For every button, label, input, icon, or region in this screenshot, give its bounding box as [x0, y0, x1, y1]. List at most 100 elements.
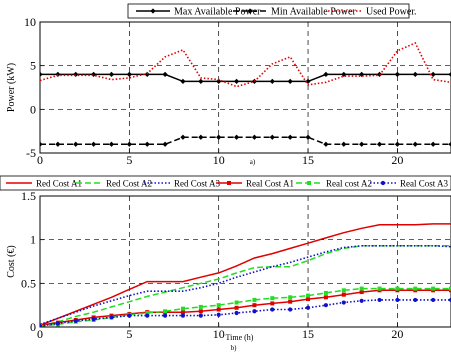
power-point-min-available-power — [341, 141, 347, 147]
cost-chart: 0 5 10 15 20 0 0.5 1 1.5 Cost (€) Time (h) b) Red Co… — [0, 175, 451, 352]
cost-point-real-cost-a1 — [306, 297, 311, 302]
power-point-max-available-power — [216, 78, 222, 84]
cost-point-real-cost-a2 — [145, 311, 150, 316]
cost-point-real-cost-a2 — [306, 293, 311, 298]
cost-point-real-cost-a1 — [323, 295, 328, 300]
cost-point-real-cost-a1 — [359, 290, 364, 295]
cost-series-group — [40, 223, 451, 327]
power-legend-marker-min-available-power — [247, 8, 253, 14]
cost-y-axis-label: Cost (€) — [6, 245, 17, 278]
power-point-min-available-power — [162, 141, 168, 147]
power-point-min-available-power — [91, 141, 97, 147]
power-series-min-available-power — [40, 136, 451, 146]
power-axes-frame — [39, 21, 451, 154]
cost-series-red-cost-a3 — [40, 245, 451, 326]
cost-point-real-cost-a1 — [180, 310, 185, 315]
power-point-max-available-power — [323, 71, 329, 77]
power-legend-marker-max-available-power — [150, 8, 156, 14]
power-point-min-available-power — [180, 134, 186, 140]
power-y-tick-label: -5 — [26, 146, 36, 160]
cost-point-real-cost-a1 — [270, 301, 275, 306]
cost-series-real-cost-a2 — [40, 287, 451, 327]
power-point-max-available-power — [412, 71, 418, 77]
power-legend-label-max-available-power: Max Available Power — [174, 7, 261, 18]
cost-point-real-cost-a3 — [431, 297, 436, 303]
power-point-min-available-power — [40, 141, 43, 147]
power-point-max-available-power — [108, 71, 115, 77]
cost-x-tick-label: 5 — [126, 327, 132, 341]
cost-point-real-cost-a1 — [216, 307, 221, 312]
power-point-max-available-power — [144, 71, 150, 77]
cost-point-real-cost-a3 — [162, 313, 168, 318]
power-point-min-available-power — [412, 141, 418, 147]
cost-panel-label: b) — [231, 344, 238, 352]
power-legend-box — [127, 3, 410, 19]
power-point-min-available-power — [305, 134, 311, 140]
power-x-tick-label: 10 — [213, 153, 225, 167]
cost-point-real-cost-a2 — [449, 286, 451, 291]
power-point-max-available-power — [233, 78, 240, 84]
power-point-max-available-power — [73, 71, 79, 77]
power-x-tick-label: 20 — [391, 153, 403, 167]
cost-point-real-cost-a2 — [234, 300, 239, 305]
cost-point-real-cost-a1 — [252, 303, 257, 308]
power-x-tick-label: 15 — [302, 153, 314, 167]
cost-y-tick-label: 0 — [30, 320, 36, 334]
cost-point-real-cost-a3 — [109, 315, 114, 320]
power-point-min-available-power — [323, 141, 329, 147]
power-point-min-available-power — [216, 134, 222, 140]
power-y-axis-label: Power (kW) — [6, 63, 17, 112]
power-point-min-available-power — [126, 141, 132, 147]
cost-point-real-cost-a2 — [341, 288, 346, 293]
power-point-max-available-power — [448, 71, 451, 77]
cost-point-real-cost-a3 — [234, 310, 239, 316]
power-point-min-available-power — [430, 141, 436, 147]
cost-point-real-cost-a3 — [216, 312, 221, 317]
power-point-max-available-power — [55, 71, 61, 77]
power-legend-label-used-power: Used Power. — [366, 7, 417, 18]
power-point-min-available-power — [448, 141, 451, 147]
power-point-min-available-power — [55, 141, 61, 147]
power-legend-label-min-available-power: Min Available Power — [271, 7, 356, 18]
cost-series-red-cost-a1 — [40, 223, 451, 326]
power-point-min-available-power — [394, 141, 400, 147]
cost-point-real-cost-a2 — [180, 306, 185, 311]
power-point-max-available-power — [126, 71, 132, 77]
power-point-max-available-power — [394, 71, 400, 77]
cost-x-axis-label: Time (h) — [226, 333, 254, 342]
cost-x-tick-label: 10 — [213, 327, 225, 341]
cost-axes-frame — [39, 195, 451, 328]
power-y-tick-label: 0 — [30, 102, 36, 116]
cost-legend-label-red-cost-a1: Red Cost A1 — [36, 179, 82, 189]
cost-point-real-cost-a2 — [216, 303, 221, 308]
cost-point-real-cost-a3 — [448, 297, 451, 303]
cost-point-real-cost-a3 — [377, 297, 382, 303]
cost-point-real-cost-a2 — [163, 309, 168, 314]
cost-x-tick-label: 0 — [37, 327, 43, 341]
cost-point-real-cost-a3 — [413, 297, 418, 303]
cost-point-real-cost-a2 — [413, 286, 418, 291]
power-point-max-available-power — [162, 71, 168, 77]
cost-point-real-cost-a3 — [288, 307, 293, 312]
cost-point-real-cost-a2 — [198, 304, 203, 309]
power-y-tick-label: 10 — [24, 15, 36, 29]
cost-legend-label-real-cost-a3: Real Cost A3 — [400, 179, 449, 189]
cost-point-real-cost-a3 — [395, 297, 400, 303]
cost-x-tick-label: 20 — [391, 327, 403, 341]
cost-point-real-cost-a3 — [198, 313, 203, 318]
power-point-max-available-power — [359, 71, 365, 77]
cost-point-real-cost-a1 — [198, 309, 203, 314]
power-point-min-available-power — [233, 134, 240, 140]
power-panel-label: a) — [250, 158, 256, 166]
cost-x-tick-label: 15 — [302, 327, 314, 341]
power-series-used-power — [40, 41, 451, 88]
power-point-max-available-power — [198, 78, 204, 84]
power-point-min-available-power — [144, 141, 150, 147]
cost-point-real-cost-a3 — [55, 321, 60, 326]
power-series-max-available-power — [40, 73, 451, 83]
power-point-max-available-power — [269, 78, 275, 84]
cost-series-real-cost-a3 — [40, 299, 451, 327]
power-x-tick-label: 5 — [126, 153, 132, 167]
